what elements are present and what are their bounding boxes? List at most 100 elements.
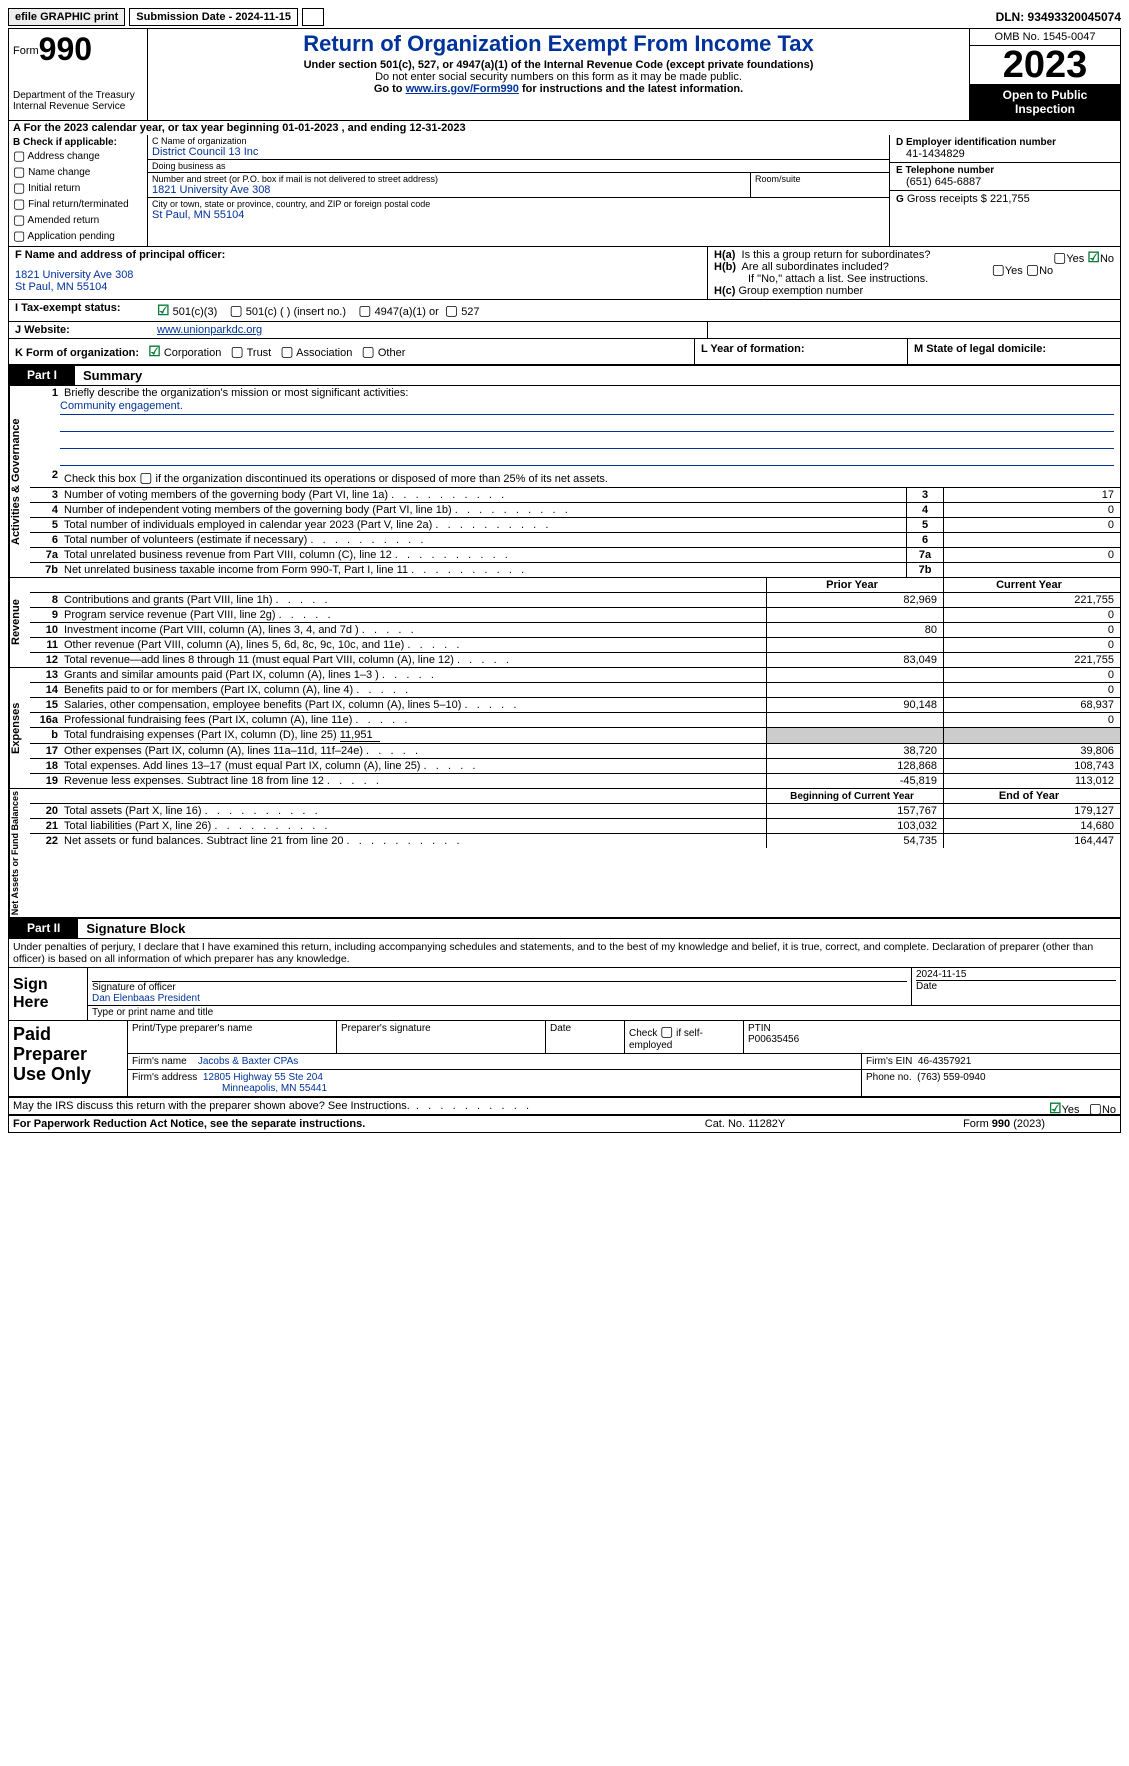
ha-yes[interactable]: ▢ bbox=[1053, 249, 1066, 265]
discuss-row: May the IRS discuss this return with the… bbox=[9, 1098, 1120, 1116]
ppo-h3: Date bbox=[546, 1021, 625, 1053]
header-left: Form990 Department of the Treasury Inter… bbox=[9, 29, 148, 120]
col-deg: D Employer identification number 41-1434… bbox=[890, 135, 1120, 246]
subtitle-3: Go to www.irs.gov/Form990 for instructio… bbox=[152, 83, 965, 95]
firm-addr-label: Firm's address bbox=[132, 1072, 197, 1083]
line2-num: 2 bbox=[30, 469, 64, 481]
chk-initial-return[interactable]: ▢ bbox=[13, 180, 25, 195]
line-a: A For the 2023 calendar year, or tax yea… bbox=[9, 121, 1120, 135]
efile-print-button[interactable]: efile GRAPHIC print bbox=[8, 8, 125, 26]
sig-officer-cell: Signature of officer Dan Elenbaas Presid… bbox=[88, 968, 911, 1005]
chk-4947[interactable]: ▢ bbox=[358, 302, 371, 318]
form-title: Return of Organization Exempt From Incom… bbox=[152, 31, 965, 57]
gross-receipts: Gross receipts $ 221,755 bbox=[907, 193, 1030, 205]
gov-row: 7bNet unrelated business taxable income … bbox=[30, 562, 1120, 577]
discuss-yes[interactable]: ☑ bbox=[1049, 1100, 1062, 1116]
part2-header: Part II Signature Block bbox=[9, 919, 1120, 939]
officer-addr2: St Paul, MN 55104 bbox=[15, 281, 701, 293]
chk-assoc[interactable]: ▢ bbox=[280, 343, 293, 359]
org-name-label: C Name of organization bbox=[152, 136, 885, 146]
ppo-label: Paid Preparer Use Only bbox=[9, 1021, 128, 1096]
chk-app-pending[interactable]: ▢ bbox=[13, 228, 25, 243]
chk-discontinued[interactable]: ▢ bbox=[139, 469, 152, 485]
tax-year: 2023 bbox=[970, 46, 1120, 84]
sign-here-block: Sign Here Signature of officer Dan Elenb… bbox=[9, 967, 1120, 1021]
chk-other[interactable]: ▢ bbox=[362, 343, 375, 359]
chk-501c[interactable]: ▢ bbox=[229, 302, 242, 318]
chk-corp[interactable]: ☑ bbox=[148, 343, 161, 359]
vlabel-expenses: Expenses bbox=[9, 668, 30, 788]
part2-tab: Part II bbox=[9, 919, 78, 938]
firm-phone-cell: Phone no. (763) 559-0940 bbox=[862, 1070, 1120, 1096]
officer-label: F Name and address of principal officer: bbox=[15, 249, 225, 261]
form-header: Form990 Department of the Treasury Inter… bbox=[9, 29, 1120, 121]
line1-desc: Briefly describe the organization's miss… bbox=[64, 387, 1120, 399]
ha-no[interactable]: ☑ bbox=[1087, 249, 1100, 265]
hc-label-inline: H(c) bbox=[714, 285, 735, 297]
paid-preparer-block: Paid Preparer Use Only Print/Type prepar… bbox=[9, 1021, 1120, 1098]
net-row: 22Net assets or fund balances. Subtract … bbox=[30, 833, 1120, 848]
exp-row: 14Benefits paid to or for members (Part … bbox=[30, 682, 1120, 697]
exp-row: 15Salaries, other compensation, employee… bbox=[30, 697, 1120, 712]
ppo-h1: Print/Type preparer's name bbox=[128, 1021, 337, 1053]
firm-ein: 46-4357921 bbox=[918, 1056, 971, 1067]
hb-yes[interactable]: ▢ bbox=[992, 261, 1005, 277]
chk-amended[interactable]: ▢ bbox=[13, 212, 25, 227]
tax-status-label: I Tax-exempt status: bbox=[9, 300, 151, 321]
firm-ein-label: Firm's EIN bbox=[866, 1056, 912, 1067]
footer-form-prefix: Form bbox=[963, 1118, 992, 1130]
hb-no[interactable]: ▢ bbox=[1026, 261, 1039, 277]
discuss-no[interactable]: ▢ bbox=[1089, 1100, 1102, 1116]
org-name: District Council 13 Inc bbox=[152, 146, 885, 158]
open-to-public: Open to Public Inspection bbox=[970, 84, 1120, 120]
sign-here-label: Sign Here bbox=[9, 968, 88, 1020]
phone-label: E Telephone number bbox=[896, 165, 1114, 176]
mission-blank-3 bbox=[60, 451, 1114, 466]
gov-row: 3Number of voting members of the governi… bbox=[30, 487, 1120, 502]
chk-self-employed[interactable]: ▢ bbox=[660, 1023, 673, 1039]
header-mid: Return of Organization Exempt From Incom… bbox=[148, 29, 969, 120]
firm-name-label: Firm's name bbox=[132, 1056, 187, 1067]
gov-row: 6Total number of volunteers (estimate if… bbox=[30, 532, 1120, 547]
chk-name-change[interactable]: ▢ bbox=[13, 164, 25, 179]
form990-link[interactable]: www.irs.gov/Form990 bbox=[406, 83, 519, 95]
mission-lines: Community engagement. bbox=[30, 400, 1120, 466]
dln: DLN: 93493320045074 bbox=[996, 10, 1121, 24]
section-expenses: Expenses 13Grants and similar amounts pa… bbox=[9, 668, 1120, 789]
rev-row: 9Program service revenue (Part VIII, lin… bbox=[30, 607, 1120, 622]
rev-row: 12Total revenue—add lines 8 through 11 (… bbox=[30, 652, 1120, 667]
ptin-label: PTIN bbox=[748, 1023, 1116, 1034]
lbl-assoc: Association bbox=[296, 347, 352, 359]
chk-501c3[interactable]: ☑ bbox=[157, 302, 170, 318]
lbl-app-pending: Application pending bbox=[28, 231, 115, 242]
col-b-header: B Check if applicable: bbox=[13, 137, 143, 148]
hc-text-inline: Group exemption number bbox=[738, 285, 863, 297]
firm-phone: (763) 559-0940 bbox=[917, 1072, 985, 1083]
form-label: Form bbox=[13, 45, 39, 57]
chk-527[interactable]: ▢ bbox=[445, 302, 458, 318]
website-link[interactable]: www.unionparkdc.org bbox=[157, 324, 262, 336]
col-f-officer: F Name and address of principal officer:… bbox=[9, 247, 708, 299]
exp-row: 19Revenue less expenses. Subtract line 1… bbox=[30, 773, 1120, 788]
exp-row: 17Other expenses (Part IX, column (A), l… bbox=[30, 743, 1120, 758]
firm-addr-cell: Firm's address 12805 Highway 55 Ste 204 … bbox=[128, 1070, 862, 1096]
header-right: OMB No. 1545-0047 2023 Open to Public In… bbox=[969, 29, 1120, 120]
discuss-dots bbox=[413, 1100, 529, 1112]
chk-address-change[interactable]: ▢ bbox=[13, 148, 25, 163]
part1-title: Summary bbox=[75, 366, 150, 385]
ppo-ptin-cell: PTIN P00635456 bbox=[744, 1021, 1120, 1053]
mission-text: Community engagement. bbox=[60, 400, 1114, 415]
row-j-website: J Website: www.unionparkdc.org bbox=[9, 322, 1120, 339]
gov-row: 4Number of independent voting members of… bbox=[30, 502, 1120, 517]
lbl-name-change: Name change bbox=[28, 167, 90, 178]
chk-final-return[interactable]: ▢ bbox=[13, 196, 25, 211]
hdr-beg-year: Beginning of Current Year bbox=[766, 789, 943, 803]
section-governance: Activities & Governance 1Briefly describ… bbox=[9, 386, 1120, 578]
goto-prefix: Go to bbox=[374, 83, 406, 95]
sig-officer-label: Signature of officer bbox=[92, 982, 907, 993]
hdr-prior-year: Prior Year bbox=[766, 578, 943, 592]
gov-row: 5Total number of individuals employed in… bbox=[30, 517, 1120, 532]
chk-trust[interactable]: ▢ bbox=[231, 343, 244, 359]
mission-blank-1 bbox=[60, 417, 1114, 432]
lbl-trust: Trust bbox=[247, 347, 272, 359]
